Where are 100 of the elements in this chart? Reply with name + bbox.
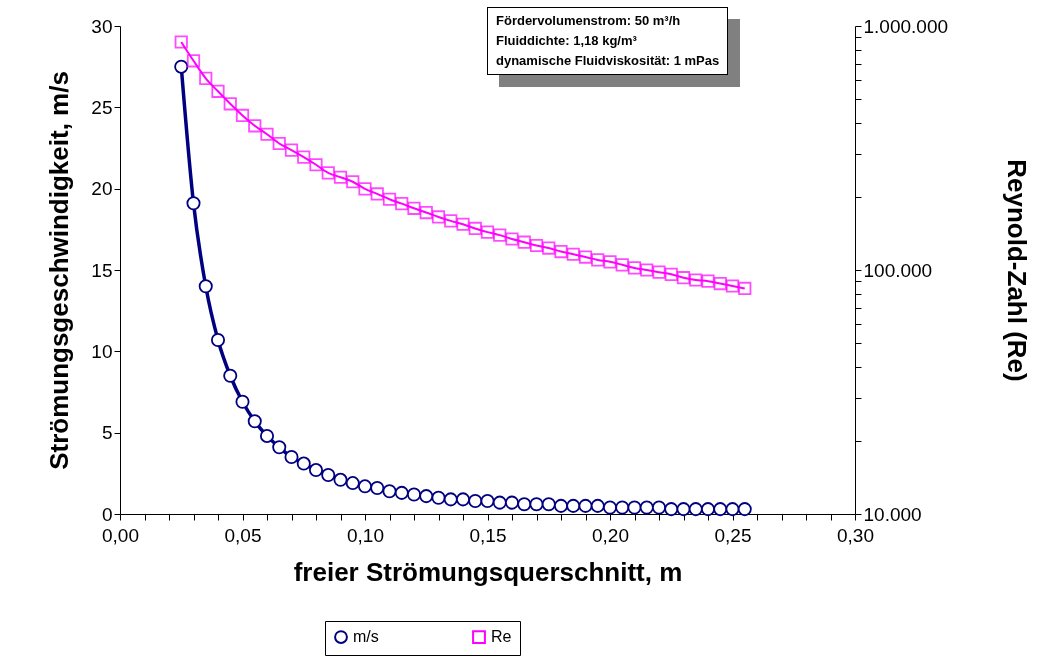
point: [321, 467, 336, 482]
point: [370, 480, 385, 495]
point: [443, 492, 458, 507]
point: [504, 495, 520, 510]
point: [676, 271, 691, 285]
point: [199, 71, 213, 85]
point: [713, 502, 728, 517]
point: [701, 274, 715, 288]
point: [198, 279, 213, 294]
annotation: dynamische Fluidviskosität: 1 mPas: [496, 52, 720, 70]
point: [492, 495, 507, 510]
x-axis-title: freier Strömungsquerschnitt, m: [293, 556, 683, 587]
point: [725, 502, 740, 517]
point: [542, 241, 556, 255]
point: [223, 368, 238, 383]
point: [235, 394, 250, 409]
point: [419, 205, 433, 220]
point: [248, 119, 262, 133]
legend-label: Re: [491, 628, 512, 646]
point: [725, 279, 740, 293]
point: [664, 502, 679, 517]
point: [210, 332, 226, 347]
x-tick-label: 0,20: [592, 524, 629, 546]
point: [738, 281, 752, 296]
point: [406, 487, 422, 502]
point: [321, 166, 335, 180]
point: [297, 150, 311, 164]
point: [578, 498, 593, 513]
point: [455, 492, 471, 507]
point: [529, 497, 544, 512]
x-tick-label: 0,30: [837, 524, 874, 546]
point: [639, 500, 654, 515]
point: [591, 253, 605, 267]
point: [493, 228, 507, 242]
point: [688, 502, 703, 517]
y2-tick-label: 1.000.000: [863, 15, 949, 37]
point: [689, 273, 703, 287]
x-tick-label: 0,15: [469, 524, 507, 546]
point: [652, 265, 666, 279]
point: [480, 225, 495, 239]
point: [676, 502, 691, 517]
point: [700, 502, 716, 517]
point: [296, 456, 311, 471]
point: [640, 263, 654, 277]
point: [333, 170, 348, 184]
point: [664, 267, 678, 281]
annotation: Fluiddichte: 1,18 kg/m³: [496, 32, 638, 50]
point: [590, 498, 605, 513]
point: [602, 500, 618, 515]
x-tick-label: 0,00: [102, 524, 139, 546]
point: [272, 136, 286, 151]
point: [566, 247, 580, 261]
legend-label: m/s: [353, 628, 379, 646]
y-tick-label: 10: [91, 340, 113, 362]
y-tick-label: 30: [91, 15, 113, 37]
point: [541, 497, 556, 512]
point: [627, 261, 642, 275]
point: [713, 276, 727, 291]
point: [395, 197, 409, 211]
point: [382, 484, 397, 499]
y-tick-label: 25: [91, 96, 113, 118]
point: [554, 244, 568, 259]
point: [603, 255, 617, 269]
point: [247, 414, 262, 429]
point: [468, 221, 482, 236]
point: [358, 182, 372, 196]
y-axis-title: Strömungsgeschwindigkeit, m/s: [44, 71, 75, 470]
point: [333, 472, 348, 487]
point: [517, 497, 532, 512]
point: [431, 210, 446, 224]
point: [174, 35, 188, 49]
y2-tick-label: 100.000: [863, 259, 933, 281]
point: [505, 232, 519, 246]
point: [553, 498, 569, 513]
point: [259, 428, 275, 443]
point: [370, 187, 384, 201]
point: [480, 493, 495, 508]
point: [272, 440, 287, 455]
point: [627, 500, 642, 515]
annotation: Fördervolumenstrom: 50 m³/h: [496, 12, 682, 30]
point: [444, 214, 458, 228]
point: [615, 258, 629, 272]
y-tick-label: 15: [91, 259, 113, 281]
point: [174, 59, 189, 74]
point: [468, 493, 483, 508]
point: [223, 97, 237, 111]
point: [309, 158, 323, 172]
point: [566, 498, 581, 513]
x-tick-label: 0,05: [224, 524, 262, 546]
y2-axis-title: Reynold-Zahl (Re): [1002, 159, 1033, 382]
y-tick-label: 0: [101, 503, 113, 525]
point: [651, 500, 667, 515]
y-tick-label: 5: [101, 422, 113, 444]
point: [357, 479, 373, 494]
point: [211, 84, 225, 98]
point: [382, 192, 397, 206]
x-tick-label: 0,25: [714, 524, 752, 546]
point: [407, 201, 421, 215]
x-tick-label: 0,10: [347, 524, 384, 546]
y-tick-label: 20: [91, 178, 113, 200]
